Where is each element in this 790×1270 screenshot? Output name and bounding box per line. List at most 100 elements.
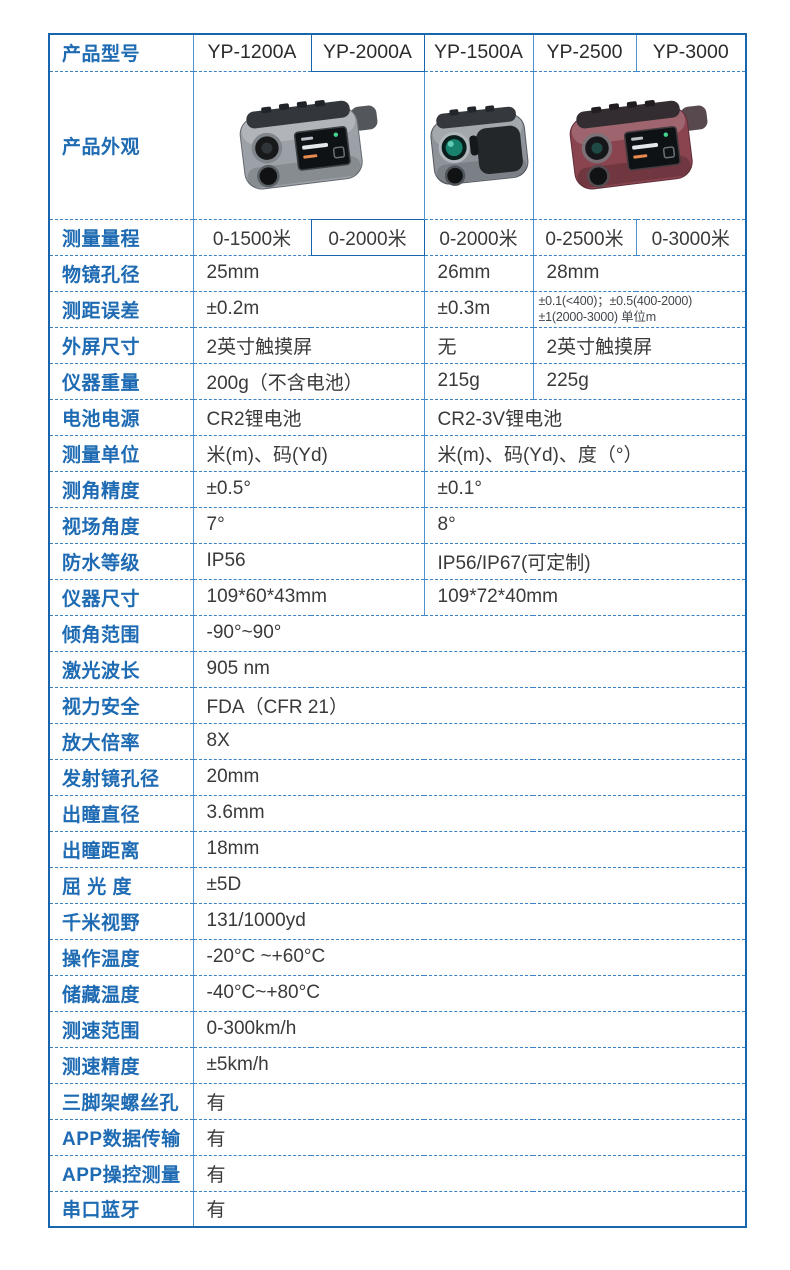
spec-value-units-0: 米(m)、码(Yd) <box>192 434 424 471</box>
model-yp-1200a: YP-1200A <box>192 33 311 71</box>
spec-value-eye-relief-0: 18mm <box>192 830 746 867</box>
row-label-serial-bluetooth: 串口蓝牙 <box>48 1190 193 1227</box>
row-label-eye-relief: 出瞳距离 <box>48 830 193 867</box>
spec-value-app-data-transfer-0: 有 <box>192 1118 746 1155</box>
spec-value-operating-temp-0: -20°C ~+60°C <box>192 938 746 975</box>
row-label-appearance: 产品外观 <box>48 70 193 219</box>
row-label-tilt-range: 倾角范围 <box>48 614 193 651</box>
row-label-laser-wavelength: 激光波长 <box>48 650 193 687</box>
row-label-operating-temp: 操作温度 <box>48 938 193 975</box>
spec-value-units-1: 米(m)、码(Yd)、度（°） <box>423 434 746 471</box>
spec-value-exit-pupil-diameter-0: 3.6mm <box>192 794 746 831</box>
row-label-weight: 仪器重量 <box>48 362 193 399</box>
appearance-cell-red <box>532 70 746 219</box>
row-label-distance-accuracy: 测距误差 <box>48 290 193 327</box>
spec-row-objective-aperture: 物镜孔径 25mm 26mm 28mm <box>48 254 746 291</box>
spec-value-magnification-0: 8X <box>192 722 746 759</box>
spec-row-exit-pupil-diameter: 出瞳直径 3.6mm <box>48 794 746 831</box>
row-label-field-angle: 视场角度 <box>48 506 193 543</box>
spec-row-speed-accuracy: 测速精度 ±5km/h <box>48 1046 746 1083</box>
row-label-tripod-hole: 三脚架螺丝孔 <box>48 1082 193 1119</box>
row-label-exit-pupil-diameter: 出瞳直径 <box>48 794 193 831</box>
spec-row-magnification: 放大倍率 8X <box>48 722 746 759</box>
spec-table: 产品型号 YP-1200A YP-2000A YP-1500A YP-2500 … <box>48 33 747 1228</box>
spec-value-field-at-1000yd-0: 131/1000yd <box>192 902 746 939</box>
spec-value-distance-accuracy-0: ±0.2m <box>192 290 424 327</box>
spec-row-distance-accuracy: 测距误差 ±0.2m ±0.3m ±0.1(<400)；±0.5(400-2000) ±… <box>48 290 746 327</box>
spec-row-outer-screen: 外屏尺寸 2英寸触摸屏无 2英寸触摸屏 <box>48 326 746 363</box>
row-label-speed-range: 测速范围 <box>48 1010 193 1047</box>
spec-value-dimensions-1: 109*72*40mm <box>423 578 746 615</box>
spec-value-laser-wavelength-0: 905 nm <box>192 650 746 687</box>
spec-value-storage-temp-0: -40°C~+80°C <box>192 974 746 1011</box>
spec-value-speed-range-0: 0-300km/h <box>192 1010 746 1047</box>
spec-value-range-4: 0-3000米 <box>635 218 746 255</box>
row-label-dimensions: 仪器尺寸 <box>48 578 193 615</box>
spec-value-waterproof-1: IP56/IP67(可定制) <box>423 542 746 579</box>
spec-value-tripod-hole-0: 有 <box>192 1082 746 1119</box>
spec-row-eye-relief: 出瞳距离 18mm <box>48 830 746 867</box>
spec-value-dimensions-0: 109*60*43mm <box>192 578 424 615</box>
appearance-cell-silver <box>192 70 424 219</box>
row-label-app-data-transfer: APP数据传输 <box>48 1118 193 1155</box>
spec-row-waterproof: 防水等级 IP56 IP56/IP67(可定制) <box>48 542 746 579</box>
spec-value-battery-0: CR2锂电池 <box>192 398 424 435</box>
model-yp-1500a: YP-1500A <box>423 33 533 71</box>
appearance-cell-gray <box>423 70 533 219</box>
model-yp-2000a: YP-2000A <box>310 33 425 72</box>
row-label-field-at-1000yd: 千米视野 <box>48 902 193 939</box>
rangefinder-red-image <box>569 99 708 190</box>
spec-row-storage-temp: 储藏温度 -40°C~+80°C <box>48 974 746 1011</box>
spec-row-diopter: 屈 光 度 ±5D <box>48 866 746 903</box>
spec-value-field-angle-1: 8° <box>423 506 746 543</box>
spec-value-objective-aperture-2: 28mm <box>532 254 746 291</box>
spec-value-weight-1: 215g <box>423 362 533 399</box>
model-yp-2500: YP-2500 <box>532 33 636 71</box>
spec-row-dimensions: 仪器尺寸 109*60*43mm 109*72*40mm <box>48 578 746 615</box>
spec-value-range-3: 0-2500米 <box>532 218 636 255</box>
spec-row-units: 测量单位 米(m)、码(Yd) 米(m)、码(Yd)、度（°） <box>48 434 746 471</box>
rangefinder-gray-image <box>429 105 528 186</box>
spec-value-eye-safety-0: FDA（CFR 21） <box>192 686 746 723</box>
spec-row-laser-wavelength: 激光波长 905 nm <box>48 650 746 687</box>
spec-value-serial-bluetooth-0: 有 <box>192 1190 746 1227</box>
spec-value-range-2: 0-2000米 <box>423 218 533 255</box>
spec-row-angle-accuracy: 测角精度 ±0.5° ±0.1° <box>48 470 746 507</box>
row-label-waterproof: 防水等级 <box>48 542 193 579</box>
spec-row-range: 测量量程 0-1500米 0-2000米 0-2000米 0-2500米 0-3000米 <box>48 218 746 256</box>
row-label-angle-accuracy: 测角精度 <box>48 470 193 507</box>
spec-value-line: ±0.1(<400)；±0.5(400-2000) <box>538 293 693 308</box>
row-label-speed-accuracy: 测速精度 <box>48 1046 193 1083</box>
row-label-transmitter-aperture: 发射镜孔径 <box>48 758 193 795</box>
spec-row-serial-bluetooth: 串口蓝牙有 <box>48 1190 746 1227</box>
spec-value-diopter-0: ±5D <box>192 866 746 903</box>
spec-value-objective-aperture-1: 26mm <box>423 254 533 291</box>
spec-value-app-control-0: 有 <box>192 1154 746 1191</box>
spec-row-field-angle: 视场角度 7° 8° <box>48 506 746 543</box>
spec-row-weight: 仪器重量 200g（不含电池） 215g 225g <box>48 362 746 399</box>
row-label-magnification: 放大倍率 <box>48 722 193 759</box>
header-row: 产品型号 YP-1200A YP-2000A YP-1500A YP-2500 … <box>48 33 746 72</box>
spec-value-waterproof-0: IP56 <box>192 542 424 579</box>
spec-value-range-1: 0-2000米 <box>310 218 425 256</box>
spec-value-weight-0: 200g（不含电池） <box>192 362 424 399</box>
spec-value-objective-aperture-0: 25mm <box>192 254 424 291</box>
spec-row-eye-safety: 视力安全 FDA（CFR 21） <box>48 686 746 723</box>
row-label-units: 测量单位 <box>48 434 193 471</box>
spec-row-battery: 电池电源 CR2锂电池 CR2-3V锂电池 <box>48 398 746 435</box>
spec-value-transmitter-aperture-0: 20mm <box>192 758 746 795</box>
spec-row-operating-temp: 操作温度 -20°C ~+60°C <box>48 938 746 975</box>
appearance-row: 产品外观 <box>48 70 746 219</box>
row-label-battery: 电池电源 <box>48 398 193 435</box>
spec-value-weight-2: 225g <box>532 362 746 399</box>
row-label-range: 测量量程 <box>48 218 193 255</box>
spec-value-outer-screen-2: 2英寸触摸屏 <box>532 326 746 363</box>
spec-value-battery-1: CR2-3V锂电池 <box>423 398 746 435</box>
row-label-eye-safety: 视力安全 <box>48 686 193 723</box>
spec-value-field-angle-0: 7° <box>192 506 424 543</box>
row-label-storage-temp: 储藏温度 <box>48 974 193 1011</box>
row-label-objective-aperture: 物镜孔径 <box>48 254 193 291</box>
row-label-diopter: 屈 光 度 <box>48 866 193 903</box>
spec-row-tilt-range: 倾角范围 -90°~90° <box>48 614 746 651</box>
